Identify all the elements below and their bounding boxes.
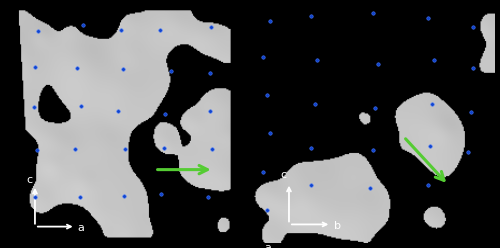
- Text: b: b: [334, 221, 340, 231]
- Text: c: c: [280, 170, 286, 180]
- Text: a: a: [264, 243, 272, 248]
- Text: a: a: [78, 223, 84, 233]
- Text: c: c: [26, 175, 32, 185]
